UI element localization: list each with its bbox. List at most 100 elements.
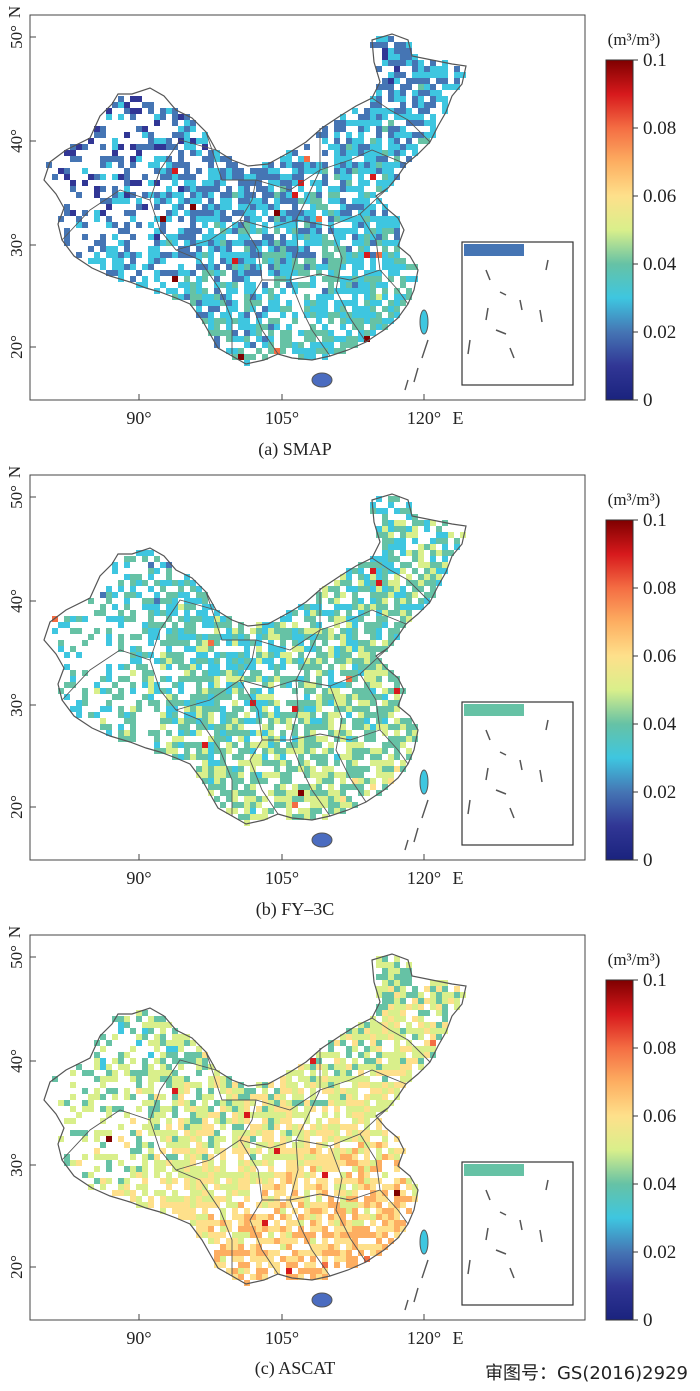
moisture-cell [118,580,124,586]
moisture-cell [340,616,346,622]
moisture-cell [154,198,160,204]
moisture-cell [244,186,250,192]
moisture-cell [178,1118,184,1124]
moisture-cell [280,778,286,784]
moisture-cell [124,210,130,216]
moisture-cell [268,300,274,306]
moisture-cell [178,664,184,670]
moisture-cell [364,1058,370,1064]
moisture-cell [160,228,166,234]
moisture-cell [208,682,214,688]
moisture-cell [214,724,220,730]
moisture-cell [358,192,364,198]
moisture-cell [304,730,310,736]
moisture-cell [196,1172,202,1178]
province-border [262,729,381,741]
moisture-cell [364,712,370,718]
moisture-cell [268,646,274,652]
moisture-cell [340,174,346,180]
moisture-cell [226,712,232,718]
moisture-cell [412,586,418,592]
moisture-cell [208,312,214,318]
moisture-cell [154,700,160,706]
moisture-cell [298,1064,304,1070]
moisture-cell [388,1148,394,1154]
moisture-cell [232,1190,238,1196]
moisture-cell [340,348,346,354]
moisture-cell [142,1184,148,1190]
moisture-cell [184,186,190,192]
moisture-cell [202,222,208,228]
moisture-cell [334,688,340,694]
moisture-cell [196,1130,202,1136]
moisture-cell [178,186,184,192]
moisture-cell [244,748,250,754]
moisture-cell [388,580,394,586]
moisture-cell [232,682,238,688]
moisture-cell [268,736,274,742]
moisture-cell [352,1064,358,1070]
moisture-cell [160,1040,166,1046]
moisture-cell [364,1118,370,1124]
moisture-cell [178,1196,184,1202]
moisture-cell [238,1250,244,1256]
moisture-cell [274,168,280,174]
moisture-cell [190,718,196,724]
moisture-cell [202,634,208,640]
moisture-cell [406,1070,412,1076]
moisture-cell [196,282,202,288]
moisture-cell [382,60,388,66]
moisture-cell [118,1160,124,1166]
moisture-cell [214,688,220,694]
moisture-cell [406,598,412,604]
moisture-cell [196,216,202,222]
moisture-cell [184,628,190,634]
moisture-cell [364,1034,370,1040]
moisture-cell [172,622,178,628]
moisture-cell [262,622,268,628]
moisture-cell [100,688,106,694]
moisture-cell [394,1232,400,1238]
moisture-cell [394,968,400,974]
moisture-cell [418,78,424,84]
moisture-cell [394,1052,400,1058]
moisture-cell [448,998,454,1004]
moisture-cell [88,598,94,604]
moisture-cell [382,992,388,998]
moisture-cell [388,736,394,742]
moisture-cell [382,778,388,784]
moisture-cell [352,1040,358,1046]
moisture-cell [454,66,460,72]
moisture-cell [256,628,262,634]
moisture-cell [160,1178,166,1184]
moisture-cell [256,198,262,204]
moisture-cell [220,174,226,180]
moisture-cell [190,234,196,240]
moisture-cell [226,1106,232,1112]
moisture-cell [322,748,328,754]
moisture-cell [190,138,196,144]
moisture-cell [400,610,406,616]
colorbar-tick-label: 0.1 [643,50,667,71]
moisture-cell [400,1196,406,1202]
moisture-cell [250,1100,256,1106]
moisture-cell [184,1178,190,1184]
moisture-cell [190,742,196,748]
moisture-cell [304,1154,310,1160]
moisture-cell [274,198,280,204]
moisture-cell [124,192,130,198]
moisture-cell [172,1112,178,1118]
moisture-cell [334,216,340,222]
moisture-cell [292,676,298,682]
moisture-cell [100,210,106,216]
moisture-cell [394,736,400,742]
moisture-cell [400,544,406,550]
moisture-cell [346,210,352,216]
moisture-cell [352,1202,358,1208]
moisture-cell [118,144,124,150]
moisture-cell [172,610,178,616]
moisture-cell [370,276,376,282]
moisture-cell [94,192,100,198]
moisture-cell [316,1274,322,1280]
moisture-cell [268,270,274,276]
